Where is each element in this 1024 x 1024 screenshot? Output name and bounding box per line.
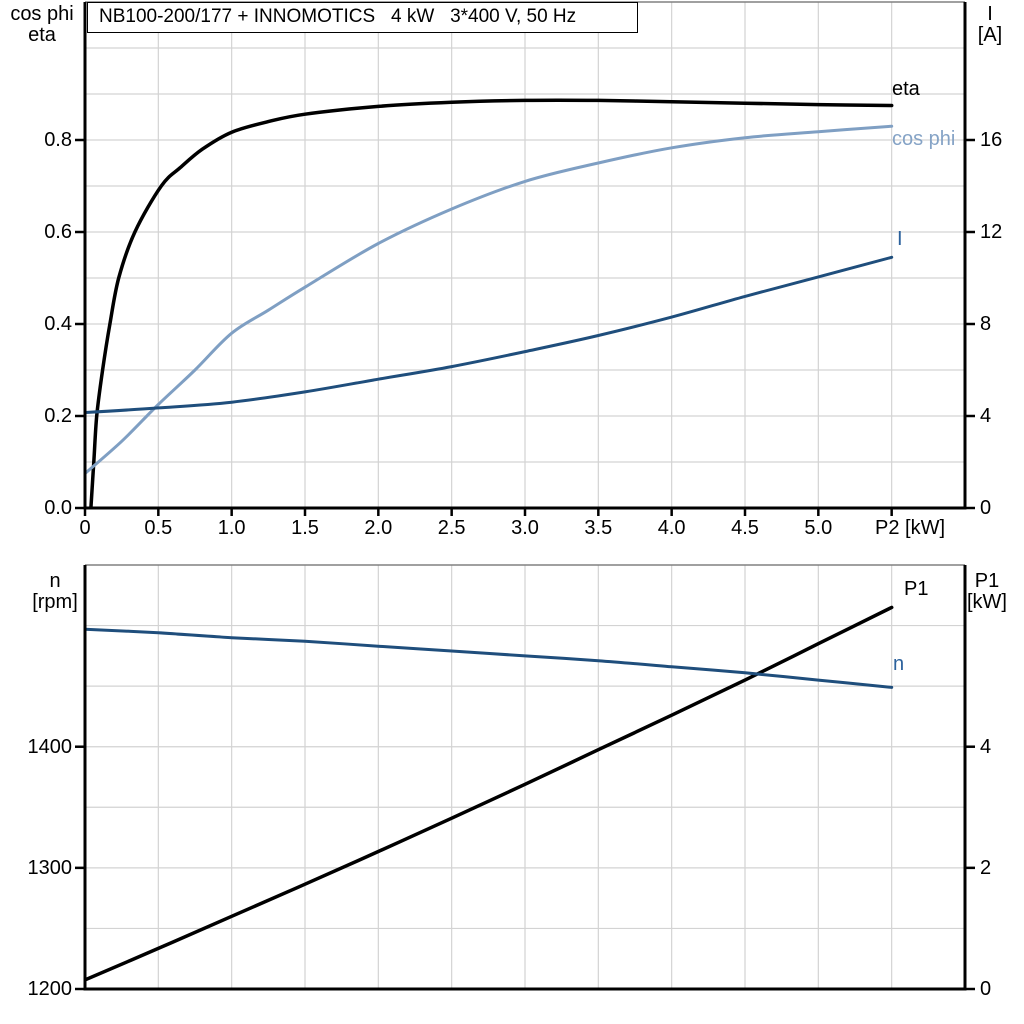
right-axis-tick-label: 4 bbox=[980, 735, 992, 758]
right-axis-tick-label: 16 bbox=[980, 129, 1003, 151]
left-axis-tick-label: 0.0 bbox=[44, 497, 72, 519]
series-label-cos-phi: cos phi bbox=[892, 128, 956, 150]
series-label-P1: P1 bbox=[904, 578, 929, 600]
left-axis-tick-label: 0.2 bbox=[44, 405, 72, 427]
right-axis-header-line: [kW] bbox=[967, 591, 1007, 613]
curve-n bbox=[85, 627, 894, 689]
x-axis-tick-label: 2.5 bbox=[437, 517, 466, 539]
x-axis-tick-label: 2.0 bbox=[364, 517, 393, 539]
right-axis-tick-label: 2 bbox=[980, 856, 992, 879]
series-label-n: n bbox=[893, 653, 905, 675]
right-axis-tick-label: 8 bbox=[980, 313, 992, 335]
left-axis-tick-label: 1300 bbox=[27, 856, 73, 879]
curve-I bbox=[85, 255, 894, 414]
x-axis-tick-label: 1.0 bbox=[217, 517, 246, 539]
left-axis-tick-label: 0.4 bbox=[44, 313, 72, 335]
chart-title-box: NB100-200/177 + INNOMOTICS 4 kW 3*400 V,… bbox=[87, 2, 638, 33]
left-axis-header-line: eta bbox=[28, 24, 56, 46]
series-label-I: I bbox=[897, 228, 903, 250]
right-axis-tick-label: 4 bbox=[980, 405, 992, 427]
right-axis-tick-label: 0 bbox=[980, 978, 992, 1000]
right-axis-tick-label: 0 bbox=[980, 497, 992, 519]
curve-eta bbox=[89, 98, 894, 508]
series-label-eta: eta bbox=[892, 78, 920, 100]
x-axis-tick-label: 3.0 bbox=[511, 517, 539, 539]
right-axis-header-line: [A] bbox=[977, 24, 1003, 46]
x-axis-unit-label: P2 [kW] bbox=[874, 517, 946, 539]
curve-cos-phi bbox=[85, 124, 894, 475]
left-axis-tick-label: 1200 bbox=[27, 978, 73, 1000]
left-axis-header-line: cos phi bbox=[10, 3, 74, 25]
x-axis-tick-label: 3.5 bbox=[584, 517, 613, 539]
curve-P1 bbox=[85, 605, 894, 982]
left-axis-header-line: [rpm] bbox=[32, 591, 78, 613]
left-axis-tick-label: 1400 bbox=[27, 735, 73, 758]
left-axis-header-line: n bbox=[49, 570, 61, 592]
x-axis-tick-label: 0 bbox=[79, 517, 91, 539]
x-axis-tick-label: 0.5 bbox=[144, 517, 173, 539]
right-axis-header-line: I bbox=[987, 3, 993, 25]
left-axis-tick-label: 0.8 bbox=[44, 129, 72, 151]
x-axis-tick-label: 4.0 bbox=[657, 517, 686, 539]
x-axis-tick-label: 4.5 bbox=[731, 517, 759, 539]
right-axis-tick-label: 12 bbox=[980, 221, 1003, 243]
left-axis-tick-label: 0.6 bbox=[44, 221, 72, 243]
x-axis-tick-label: 1.5 bbox=[291, 517, 319, 539]
x-axis-tick-label: 5.0 bbox=[804, 517, 833, 539]
right-axis-header-line: P1 bbox=[974, 570, 1000, 592]
